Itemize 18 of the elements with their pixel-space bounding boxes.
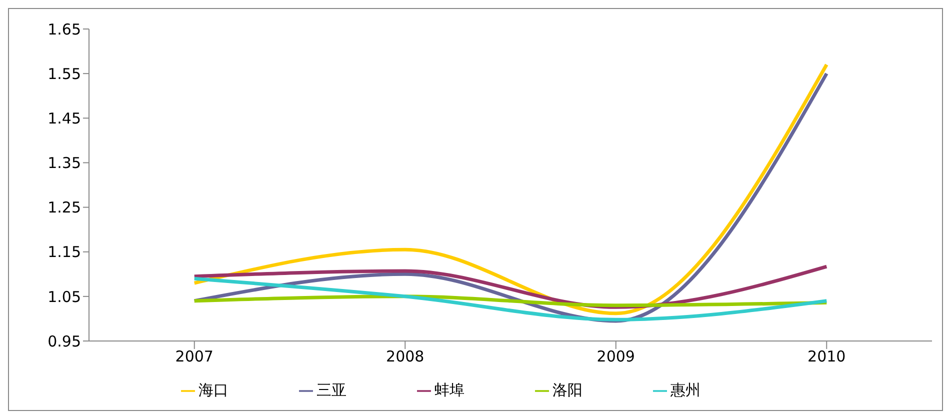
legend-label: 蚌埠 [434, 381, 464, 399]
x-tick-label: 2009 [596, 348, 635, 366]
y-tick-label: 1.25 [48, 198, 81, 217]
x-tick-label: 2008 [386, 348, 424, 366]
y-tick-label: 1.45 [48, 109, 81, 128]
line-series [192, 276, 828, 322]
legend-label: 三亚 [316, 381, 346, 399]
y-tick-label: 1.15 [48, 243, 81, 262]
y-tick-label: 1.65 [48, 20, 81, 38]
y-tick-label: 0.95 [48, 332, 81, 350]
legend-label: 惠州 [670, 381, 700, 399]
legend-label: 洛阳 [552, 381, 582, 399]
x-tick-label: 2007 [175, 348, 214, 366]
y-tick-label: 1.35 [48, 154, 81, 172]
y-tick-label: 1.05 [48, 288, 81, 306]
legend-label: 海口 [198, 381, 228, 399]
y-tick-label: 1.55 [48, 64, 81, 83]
x-tick-label: 2010 [808, 348, 846, 366]
